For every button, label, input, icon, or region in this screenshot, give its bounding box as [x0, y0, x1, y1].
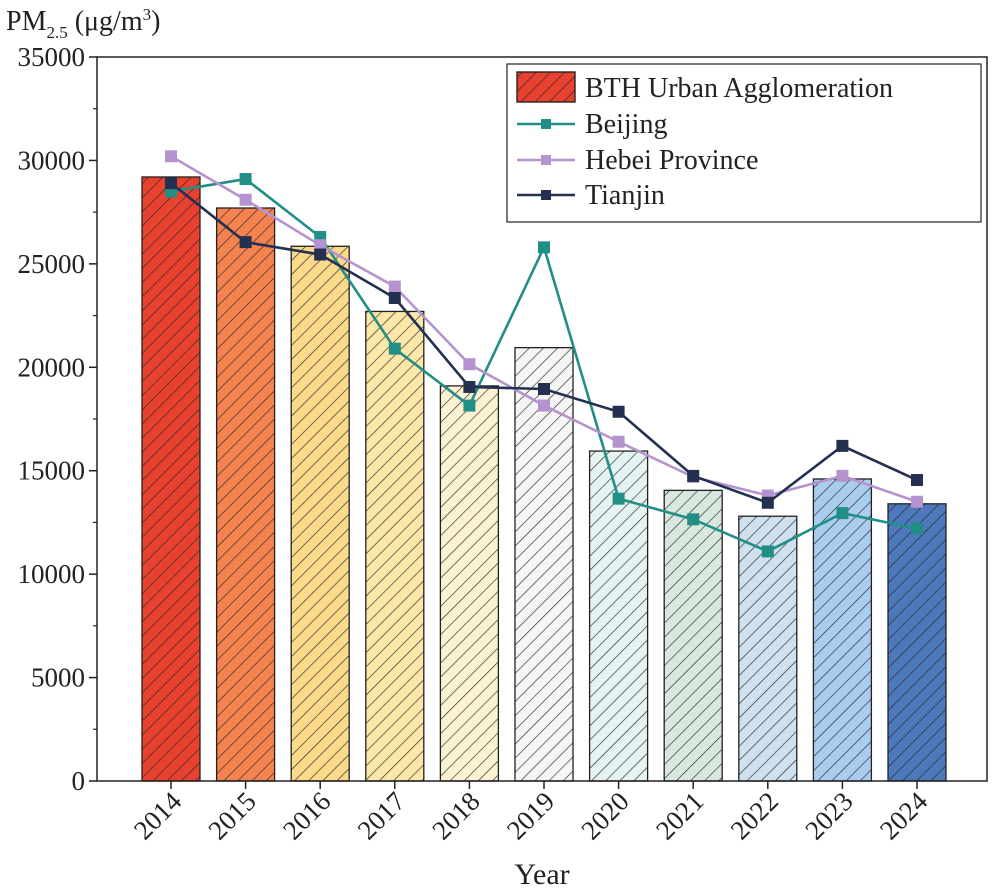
point-tianjin-2016 [314, 248, 327, 261]
point-tianjin-2020 [612, 405, 625, 418]
point-hebei-province-2016 [314, 239, 327, 252]
bar-hatch-2024 [887, 503, 947, 782]
bar-hatch-2018 [439, 385, 500, 782]
point-hebei-province-2015 [239, 193, 252, 206]
y-tick-label: 10000 [18, 559, 86, 589]
legend-label-btf: BTH Urban Agglomeration [585, 73, 893, 104]
bar-hatch-2023 [812, 478, 873, 782]
point-beijing-2017 [388, 342, 401, 355]
legend-marker-hebei [541, 155, 551, 165]
point-tianjin-2018 [463, 380, 476, 393]
point-tianjin-2015 [239, 236, 252, 249]
point-tianjin-2017 [388, 291, 401, 304]
bars [141, 176, 947, 782]
point-tianjin-2019 [538, 383, 550, 396]
y-axis-label-sub: 2.5 [46, 23, 67, 42]
bar-hatch-2014 [141, 176, 201, 782]
legend-marker-beijing [541, 119, 551, 129]
y-axis-ticks: 0 5000 10000 15000 20000 25000 30000 35000 [18, 42, 97, 796]
plot-frame [96, 56, 988, 782]
point-tianjin-2021 [687, 469, 700, 482]
legend-box [506, 63, 982, 223]
x-tick-label: 2023 [799, 786, 858, 845]
point-hebei-province-2024 [911, 495, 923, 508]
point-beijing-2018 [463, 399, 476, 412]
point-beijing-2023 [836, 507, 849, 520]
point-hebei-province-2014 [165, 150, 177, 163]
x-tick-label: 2016 [277, 786, 336, 845]
point-beijing-2024 [911, 522, 923, 535]
point-hebei-province-2019 [538, 399, 550, 412]
x-axis-ticks: 2014 2015 2016 2017 2018 2019 2020 2021 2022 2023… [128, 781, 934, 845]
bar-hatch-2017 [365, 310, 425, 782]
bar-hatch-2015 [215, 207, 276, 782]
point-beijing-2015 [239, 173, 252, 186]
y-axis-label-sup: 3 [143, 5, 152, 24]
x-tick-label: 2019 [501, 786, 560, 845]
x-tick-label: 2024 [874, 786, 934, 846]
point-beijing-2019 [538, 241, 550, 254]
point-hebei-province-2020 [612, 435, 625, 448]
svg-text:PM2.5 (μg/m3): PM2.5 (μg/m3) [6, 5, 160, 42]
point-hebei-province-2023 [836, 469, 849, 482]
legend-label-hebei: Hebei Province [585, 145, 758, 176]
point-hebei-province-2017 [388, 280, 401, 293]
point-beijing-2020 [612, 492, 625, 505]
y-axis-label: PM2.5 (μg/m3) [6, 5, 160, 42]
x-tick-label: 2022 [725, 786, 784, 845]
point-hebei-province-2018 [463, 358, 476, 371]
legend-marker-tianjin [541, 190, 551, 200]
bar-hatch-2022 [738, 515, 798, 782]
bar-hatch-2020 [588, 450, 649, 782]
x-tick-label: 2018 [426, 786, 485, 845]
y-tick-label: 25000 [18, 249, 86, 279]
x-axis-label: Year [514, 858, 569, 888]
y-axis-label-unit: (μg/m [68, 6, 143, 37]
point-tianjin-2022 [761, 496, 774, 509]
bar-hatch-2019 [514, 346, 574, 782]
x-tick-label: 2014 [128, 786, 188, 846]
legend-label-tianjin: Tianjin [585, 180, 665, 211]
legend-label-beijing: Beijing [585, 109, 667, 140]
y-tick-label: 20000 [18, 352, 86, 382]
bar-hatch-2021 [663, 489, 723, 782]
y-tick-label: 5000 [31, 663, 85, 693]
y-tick-label: 15000 [18, 456, 86, 486]
x-tick-label: 2017 [352, 786, 411, 845]
x-tick-label: 2020 [575, 786, 634, 845]
point-tianjin-2023 [836, 439, 849, 452]
point-tianjin-2024 [911, 474, 923, 487]
y-tick-label: 0 [72, 766, 86, 796]
series-lines [165, 150, 923, 558]
y-tick-label: 30000 [18, 145, 86, 175]
point-beijing-2021 [687, 513, 700, 526]
y-axis-label-main: PM [6, 6, 47, 37]
bar-hatch-2016 [290, 245, 350, 782]
y-axis-label-close: ) [151, 6, 160, 37]
legend-swatch-btf-hatch [516, 71, 576, 103]
point-beijing-2022 [761, 545, 774, 558]
x-tick-label: 2021 [650, 786, 709, 845]
x-tick-label: 2015 [202, 786, 261, 845]
point-tianjin-2014 [165, 177, 177, 190]
legend: BTH Urban Agglomeration Beijing Hebei Pr… [506, 63, 982, 223]
y-tick-label: 35000 [18, 42, 86, 72]
